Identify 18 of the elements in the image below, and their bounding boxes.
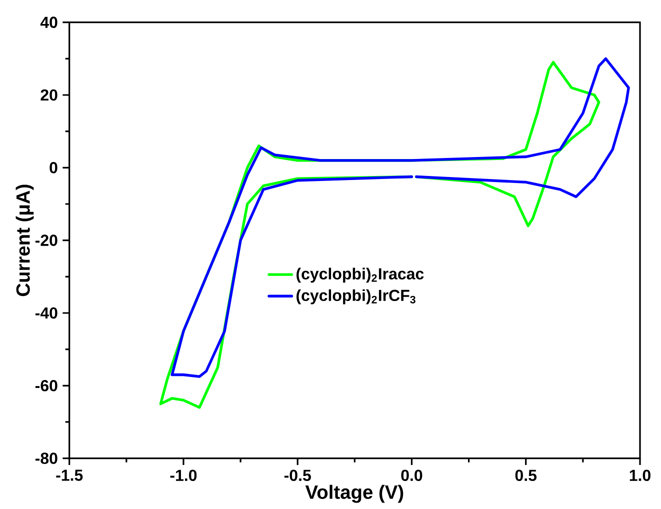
y-tick-label: -60 (35, 380, 58, 392)
line-series (170, 57, 630, 378)
y-tick-label: 0 (50, 162, 58, 174)
x-tick-label: -0.5 (284, 470, 311, 482)
x-tick-label: 0.5 (515, 470, 537, 482)
x-tick-label: -1.0 (170, 470, 197, 482)
x-tick-label: 0.0 (401, 470, 422, 482)
x-tick-label: -1.5 (56, 470, 83, 481)
y-axis-title: Current (μA) (16, 184, 34, 296)
y-tick-label: 40 (40, 16, 58, 28)
x-axis-title: Voltage (V) (305, 484, 404, 503)
legend-label: (cyclopbi)$_{2}$Iracac (296, 268, 424, 283)
x-tick-label: 1.0 (630, 470, 650, 482)
y-tick-label: -40 (35, 307, 58, 319)
y-tick-label: -20 (35, 234, 58, 246)
y-tick-label: 20 (40, 89, 58, 101)
y-tick-label: -80 (35, 452, 58, 464)
legend-label: (cyclopbi)$_{2}$IrCF$_{3}$ (296, 289, 416, 304)
